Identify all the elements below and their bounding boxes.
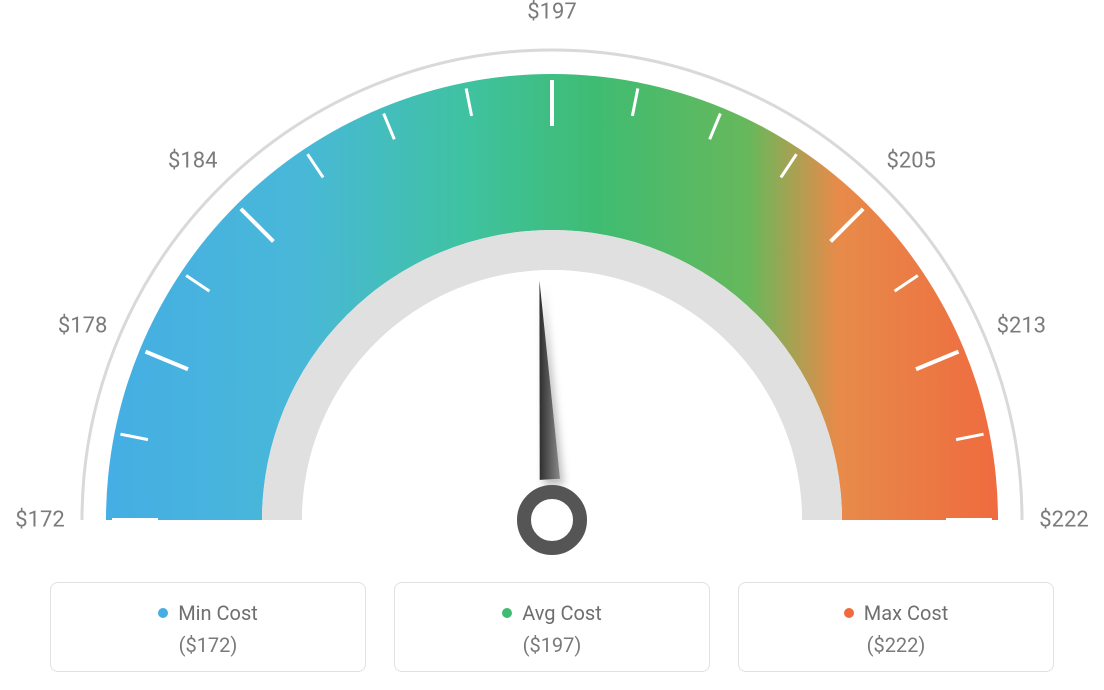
legend-card: Avg Cost ($197) bbox=[394, 582, 710, 672]
gauge-tick-label: $178 bbox=[58, 313, 107, 338]
gauge-tick-label: $222 bbox=[1039, 508, 1088, 533]
legend-title-text: Min Cost bbox=[178, 601, 258, 625]
cost-gauge: $172 $178 $184 $197 $205 $213 $222 bbox=[0, 0, 1104, 560]
legend-value: ($172) bbox=[61, 633, 355, 657]
legend-title: Avg Cost bbox=[502, 601, 602, 625]
legend-value: ($197) bbox=[405, 633, 699, 657]
legend-title-text: Avg Cost bbox=[522, 601, 602, 625]
legend-dot bbox=[502, 608, 512, 618]
legend-dot bbox=[158, 608, 168, 618]
legend-dot bbox=[844, 608, 854, 618]
legend-card: Max Cost ($222) bbox=[738, 582, 1054, 672]
gauge-svg bbox=[0, 0, 1104, 560]
gauge-tick-label: $197 bbox=[527, 0, 576, 25]
legend-title-text: Max Cost bbox=[864, 601, 949, 625]
legend-card: Min Cost ($172) bbox=[50, 582, 366, 672]
legend-row: Min Cost ($172) Avg Cost ($197) Max Cost… bbox=[50, 582, 1054, 672]
gauge-tick-label: $184 bbox=[168, 148, 217, 173]
gauge-tick-label: $213 bbox=[997, 313, 1046, 338]
legend-value: ($222) bbox=[749, 633, 1043, 657]
gauge-tick-label: $172 bbox=[15, 508, 64, 533]
legend-title: Min Cost bbox=[158, 601, 258, 625]
legend-title: Max Cost bbox=[844, 601, 949, 625]
gauge-tick-label: $205 bbox=[886, 148, 935, 173]
